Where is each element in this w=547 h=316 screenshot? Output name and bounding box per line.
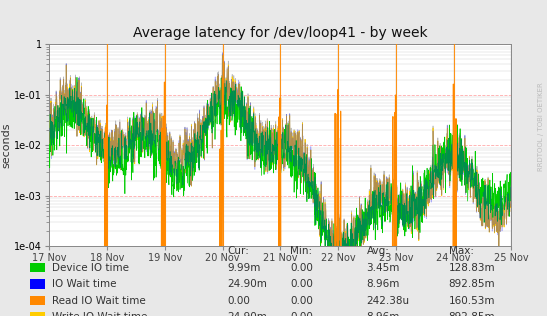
Text: 8.96m: 8.96m xyxy=(366,312,400,316)
Text: Write IO Wait time: Write IO Wait time xyxy=(52,312,147,316)
Text: 242.38u: 242.38u xyxy=(366,296,410,306)
Text: 0.00: 0.00 xyxy=(290,279,313,289)
Text: Cur:: Cur: xyxy=(227,246,249,256)
Text: 0.00: 0.00 xyxy=(290,263,313,273)
Text: Avg:: Avg: xyxy=(366,246,389,256)
Text: 0.00: 0.00 xyxy=(227,296,250,306)
Text: 128.83m: 128.83m xyxy=(449,263,495,273)
Text: 0.00: 0.00 xyxy=(290,296,313,306)
Text: RRDTOOL / TOBI OETIKER: RRDTOOL / TOBI OETIKER xyxy=(538,82,544,171)
Text: 160.53m: 160.53m xyxy=(449,296,495,306)
Text: 3.45m: 3.45m xyxy=(366,263,400,273)
Text: Min:: Min: xyxy=(290,246,312,256)
Text: Max:: Max: xyxy=(449,246,474,256)
Text: Read IO Wait time: Read IO Wait time xyxy=(52,296,146,306)
Text: 24.90m: 24.90m xyxy=(227,312,267,316)
Text: 8.96m: 8.96m xyxy=(366,279,400,289)
Text: 0.00: 0.00 xyxy=(290,312,313,316)
Text: 9.99m: 9.99m xyxy=(227,263,260,273)
Text: 892.85m: 892.85m xyxy=(449,279,495,289)
Title: Average latency for /dev/loop41 - by week: Average latency for /dev/loop41 - by wee… xyxy=(133,26,428,40)
Y-axis label: seconds: seconds xyxy=(2,123,11,168)
Text: IO Wait time: IO Wait time xyxy=(52,279,117,289)
Text: Device IO time: Device IO time xyxy=(52,263,129,273)
Text: 892.85m: 892.85m xyxy=(449,312,495,316)
Text: 24.90m: 24.90m xyxy=(227,279,267,289)
